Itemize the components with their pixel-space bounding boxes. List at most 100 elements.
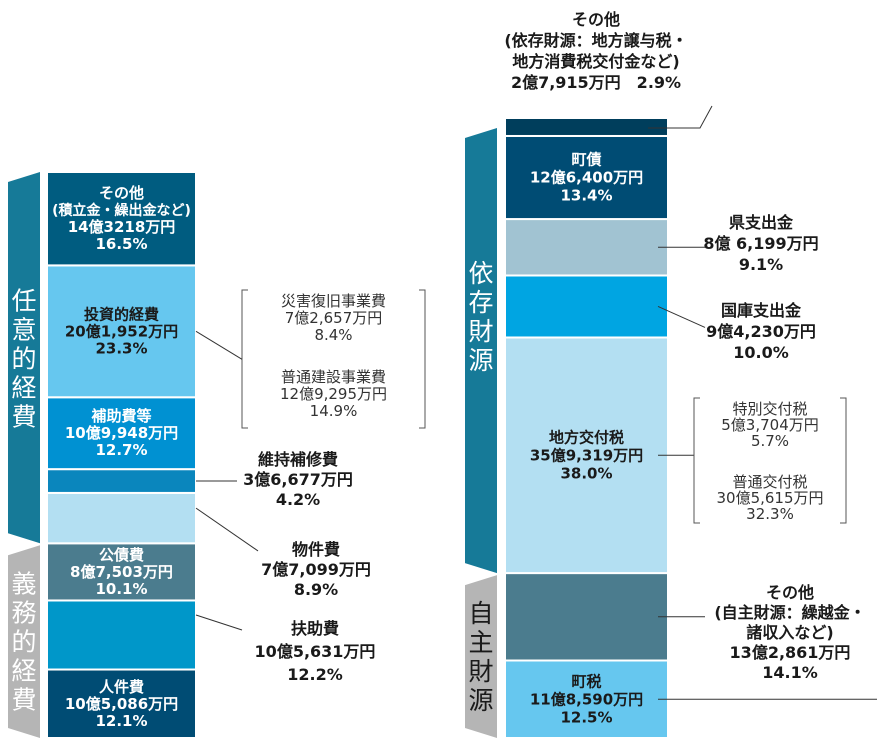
group-label-own: 源 <box>468 686 493 715</box>
segment-label: 補助費等 <box>90 407 151 425</box>
bar-segment <box>46 668 197 739</box>
segment-label: 35億9,319万円 <box>530 446 643 464</box>
segment-label: (積立金・繰出金など) <box>52 202 191 219</box>
segment-label-outside: 7億7,099万円 <box>261 560 371 579</box>
segment-label-outside: 国庫支出金 <box>721 301 802 320</box>
bracket <box>419 289 426 429</box>
group-label-dependent: 依 <box>468 259 493 288</box>
leader-line <box>657 306 706 328</box>
segment-label-outside: 維持補修費 <box>258 450 338 469</box>
segment-label-outside: 諸収入など) <box>746 623 833 642</box>
segment-label: 10.1% <box>95 580 147 598</box>
segment-label-outside: 10億5,631万円 <box>255 642 376 661</box>
breakdown-label: 普通交付税 <box>732 473 807 491</box>
segment-label: 地方交付税 <box>549 428 624 446</box>
breakdown-label: 12億9,295万円 <box>280 385 387 403</box>
group-label-own: 主 <box>468 628 493 657</box>
breakdown-label: 特別交付税 <box>732 400 807 418</box>
segment-label-outside: 10.0% <box>733 343 789 362</box>
segment-label-outside: 3億6,677万円 <box>243 470 353 489</box>
segment-label: 12.7% <box>95 441 147 459</box>
leader-line <box>648 105 713 129</box>
segment-label: 16.5% <box>95 235 147 253</box>
segment-label-outside: 8.9% <box>294 580 338 599</box>
group-label-optional: 費 <box>11 403 36 432</box>
segment-label: 10億9,948万円 <box>65 424 178 442</box>
segment-label-outside: 8億 6,199万円 <box>703 234 818 253</box>
bar-segment <box>46 264 197 399</box>
segment-label: 人件費 <box>99 678 144 696</box>
bar-segment <box>46 542 197 602</box>
breakdown-label: 7億2,657万円 <box>285 309 383 327</box>
segment-label-outside: 地方消費税交付金など) <box>512 52 679 71</box>
segment-label: その他 <box>99 184 144 202</box>
segment-label: 12億6,400万円 <box>530 169 643 187</box>
segment-label: 公債費 <box>99 546 144 564</box>
breakdown-label: 8.4% <box>314 326 352 344</box>
segment-label-outside: 物件費 <box>292 540 340 559</box>
segment-label: 10億5,086万円 <box>65 695 178 713</box>
bracket <box>693 397 700 524</box>
leader-line <box>195 614 243 631</box>
segment-label-outside: 扶助費 <box>291 619 339 638</box>
leader-line <box>195 507 259 552</box>
breakdown-label: 14.9% <box>310 402 358 420</box>
group-label-mandatory: 的 <box>11 628 36 657</box>
group-label-optional: 任 <box>11 287 36 316</box>
bar-segment <box>504 218 669 277</box>
bar-segment <box>504 274 669 339</box>
segment-label-outside: 14.1% <box>762 663 818 682</box>
segment-label: 8億7,503万円 <box>70 563 173 581</box>
segment-label: 投資的経費 <box>84 305 159 323</box>
group-label-own: 財 <box>468 657 493 686</box>
segment-label: 町債 <box>571 151 601 169</box>
bar-segment <box>46 468 197 494</box>
segment-label-outside: 9.1% <box>739 255 783 274</box>
segment-label: 14億3218万円 <box>68 218 176 236</box>
breakdown-label: 5億3,704万円 <box>721 416 819 434</box>
bar-segment <box>504 572 669 662</box>
segment-label: 11億8,590万円 <box>530 690 643 708</box>
bar-segment <box>504 659 669 739</box>
segment-label-outside: 9億4,230万円 <box>706 322 816 341</box>
group-label-dependent: 源 <box>468 346 493 375</box>
segment-label-outside: 4.2% <box>276 490 320 509</box>
group-bar-dependent <box>465 128 497 574</box>
breakdown-label: 5.7% <box>751 432 789 450</box>
group-label-mandatory: 務 <box>11 599 36 628</box>
segment-label-outside: 12.2% <box>287 665 343 684</box>
segment-label: 20億1,952万円 <box>65 322 178 340</box>
segment-label: 23.3% <box>95 339 147 357</box>
group-bar-mandatory <box>8 545 40 738</box>
group-label-own: 自 <box>468 599 493 628</box>
bar-segment <box>46 599 197 671</box>
group-label-optional: 意 <box>11 316 36 345</box>
bar-segment <box>504 134 669 221</box>
leader-line <box>195 330 243 360</box>
segment-label-outside: その他 <box>572 10 620 29</box>
segment-label-outside: 2億7,915万円 2.9% <box>511 73 681 92</box>
bar-segment <box>46 171 197 267</box>
segment-label: 38.0% <box>560 464 612 482</box>
bar-segment <box>46 491 197 545</box>
bar-segment <box>504 117 669 137</box>
segment-label-outside: (依存財源：地方譲与税・ <box>504 31 687 50</box>
group-bar-optional <box>8 172 40 544</box>
breakdown-label: 普通建設事業費 <box>281 368 386 386</box>
group-label-mandatory: 費 <box>11 686 36 715</box>
breakdown-label: 30億5,615万円 <box>716 489 823 507</box>
breakdown-label: 32.3% <box>746 505 794 523</box>
segment-label: 町税 <box>571 672 601 690</box>
segment-label: 12.5% <box>560 708 612 726</box>
group-label-dependent: 財 <box>468 317 493 346</box>
segment-label: 12.1% <box>95 712 147 730</box>
segment-label-outside: 13億2,861万円 <box>730 643 851 662</box>
breakdown-label: 災害復旧事業費 <box>281 292 386 310</box>
group-label-optional: 経 <box>11 374 36 403</box>
group-label-dependent: 存 <box>468 288 493 317</box>
bar-segment <box>504 336 669 575</box>
group-bar-own <box>465 575 497 738</box>
segment-label-outside: その他 <box>766 583 814 602</box>
group-label-mandatory: 義 <box>11 570 36 599</box>
